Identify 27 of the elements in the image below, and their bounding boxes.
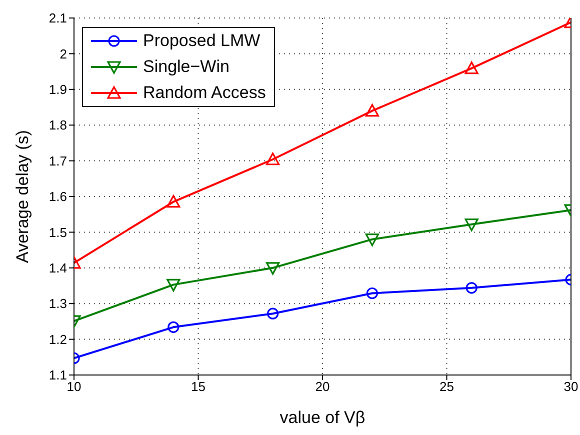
legend-label: Random Access — [143, 83, 266, 103]
y-tick-label: 1.7 — [48, 153, 67, 168]
point — [267, 308, 279, 320]
y-tick-label: 1.8 — [48, 118, 67, 133]
y-tick-label: 1.3 — [48, 296, 67, 312]
x-tick-label: 10 — [66, 379, 82, 394]
y-tick-label: 1.4 — [48, 260, 67, 276]
y-tick-label: 2.1 — [48, 10, 67, 26]
y-tick-label: 1.2 — [48, 332, 67, 347]
legend-label: Proposed LMW — [143, 31, 260, 51]
y-tick-label: 1.5 — [48, 224, 67, 240]
point — [266, 262, 280, 275]
x-tick-label: 20 — [315, 379, 330, 394]
y-axis-title: Average delay (s) — [13, 130, 32, 263]
point — [365, 234, 379, 246]
x-axis-title: value of Vβ — [280, 408, 366, 427]
point — [366, 287, 378, 300]
x-tick-label: 30 — [564, 379, 578, 394]
x-tick-label: 25 — [440, 379, 454, 394]
point — [266, 152, 280, 166]
legend-label: Single−Win — [143, 57, 230, 77]
x-tick-label: 15 — [191, 379, 206, 394]
point — [365, 104, 379, 117]
y-tick-label: 2 — [60, 46, 67, 62]
y-tick-label: 1.6 — [48, 189, 67, 204]
y-tick-label: 1.9 — [48, 82, 67, 98]
y-tick-label: 1.1 — [48, 368, 67, 383]
